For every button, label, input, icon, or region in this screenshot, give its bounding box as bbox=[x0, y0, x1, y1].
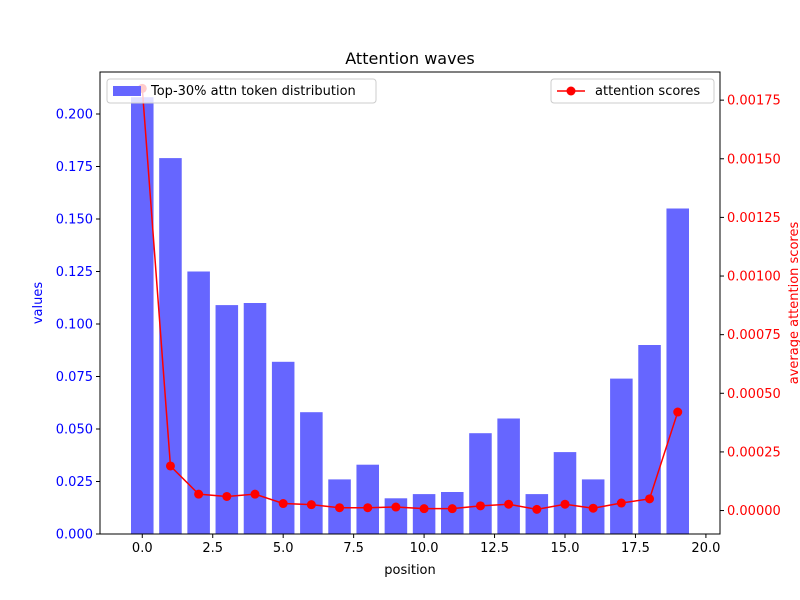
bar-5 bbox=[271, 361, 295, 534]
chart-title: Attention waves bbox=[345, 49, 474, 68]
y-right-tick-label-2: 0.00050 bbox=[727, 387, 781, 402]
bar-4 bbox=[243, 303, 267, 534]
y-right-tick-label-7: 0.00175 bbox=[727, 94, 781, 109]
attention-point-17 bbox=[616, 498, 626, 508]
legend-line-marker bbox=[566, 86, 576, 96]
legend-left: Top-30% attn token distribution bbox=[106, 78, 377, 104]
bar-0 bbox=[131, 97, 154, 534]
y-right-tick-label-6: 0.00150 bbox=[727, 152, 781, 167]
attention-point-12 bbox=[475, 501, 485, 511]
attention-point-7 bbox=[335, 503, 345, 513]
x-tick-label-3: 7.5 bbox=[343, 541, 364, 556]
bars-layer bbox=[131, 97, 689, 534]
attention-point-16 bbox=[588, 503, 598, 513]
x-tick-label-4: 10.0 bbox=[410, 541, 439, 556]
legend-bar-label: Top-30% attn token distribution bbox=[150, 84, 356, 99]
x-tick-label-0: 0.0 bbox=[132, 541, 153, 556]
legend-line-label: attention scores bbox=[595, 84, 700, 99]
attention-point-19 bbox=[673, 407, 683, 417]
attention-point-15 bbox=[560, 499, 570, 509]
y-left-tick-label-0: 0.000 bbox=[56, 528, 93, 543]
x-tick-label-8: 20.0 bbox=[691, 541, 720, 556]
attention-point-5 bbox=[278, 499, 288, 509]
x-tick-label-2: 5.0 bbox=[273, 541, 294, 556]
y-left-tick-label-4: 0.100 bbox=[56, 318, 93, 333]
attention-point-9 bbox=[391, 502, 401, 512]
attention-point-10 bbox=[419, 504, 429, 514]
y-right-tick-label-1: 0.00025 bbox=[727, 445, 781, 460]
attention-point-4 bbox=[250, 489, 260, 499]
x-tick-label-6: 15.0 bbox=[551, 541, 580, 556]
x-tick-label-5: 12.5 bbox=[480, 541, 509, 556]
bar-6 bbox=[300, 412, 323, 534]
y-left-tick-label-8: 0.200 bbox=[56, 108, 93, 123]
bar-13 bbox=[497, 418, 520, 534]
x-tick-label-1: 2.5 bbox=[202, 541, 223, 556]
bar-3 bbox=[215, 305, 239, 534]
attention-point-18 bbox=[645, 494, 655, 504]
attention-point-13 bbox=[504, 499, 514, 509]
bar-19 bbox=[666, 208, 689, 534]
x-axis: 0.0 2.5 5.0 7.5 10.0 12.5 15.0 17.5 20.0 bbox=[132, 534, 720, 556]
attention-point-11 bbox=[447, 504, 457, 514]
attention-point-8 bbox=[363, 503, 373, 513]
bar-12 bbox=[469, 433, 492, 534]
y-right-axis-label: average attention scores bbox=[787, 222, 800, 385]
bar-2 bbox=[187, 271, 210, 534]
x-axis-label: position bbox=[384, 563, 436, 578]
y-left-tick-label-5: 0.125 bbox=[56, 265, 93, 280]
y-left-tick-label-7: 0.175 bbox=[56, 160, 93, 175]
plot-frame bbox=[99, 71, 721, 535]
y-right-tick-label-0: 0.00000 bbox=[727, 504, 781, 519]
y-right-tick-label-4: 0.00100 bbox=[727, 270, 781, 285]
bar-17 bbox=[610, 378, 633, 534]
bar-18 bbox=[638, 345, 661, 534]
y-left-tick-label-6: 0.150 bbox=[56, 213, 93, 228]
attention-point-6 bbox=[306, 500, 316, 510]
bar-1 bbox=[159, 158, 182, 534]
y-left-axis: 0.000 0.025 0.050 0.075 0.100 0.125 0.150 0.175… bbox=[56, 108, 100, 543]
bar-10 bbox=[412, 494, 436, 534]
attention-point-1 bbox=[165, 461, 175, 471]
y-left-tick-label-2: 0.050 bbox=[56, 423, 93, 438]
bar-15 bbox=[553, 452, 577, 534]
y-left-tick-label-1: 0.025 bbox=[56, 475, 93, 490]
attention-point-14 bbox=[532, 504, 542, 514]
bar-14 bbox=[525, 494, 549, 534]
legend-right-box bbox=[550, 78, 715, 104]
y-right-tick-label-5: 0.00125 bbox=[727, 211, 781, 226]
legend-left-box bbox=[106, 78, 377, 104]
attention-point-2 bbox=[194, 489, 204, 499]
y-right-tick-label-3: 0.00075 bbox=[727, 328, 781, 343]
y-right-axis: 0.00000 0.00025 0.00050 0.00075 0.00100 0.001… bbox=[720, 94, 781, 519]
x-tick-label-7: 17.5 bbox=[621, 541, 650, 556]
legend-right: attention scores bbox=[550, 78, 715, 104]
y-left-tick-label-3: 0.075 bbox=[56, 370, 93, 385]
attention-point-3 bbox=[222, 491, 232, 501]
y-left-axis-label: values bbox=[31, 282, 46, 325]
attention-line bbox=[141, 88, 679, 511]
legend-bar-swatch bbox=[113, 86, 141, 96]
bar-8 bbox=[356, 464, 379, 534]
